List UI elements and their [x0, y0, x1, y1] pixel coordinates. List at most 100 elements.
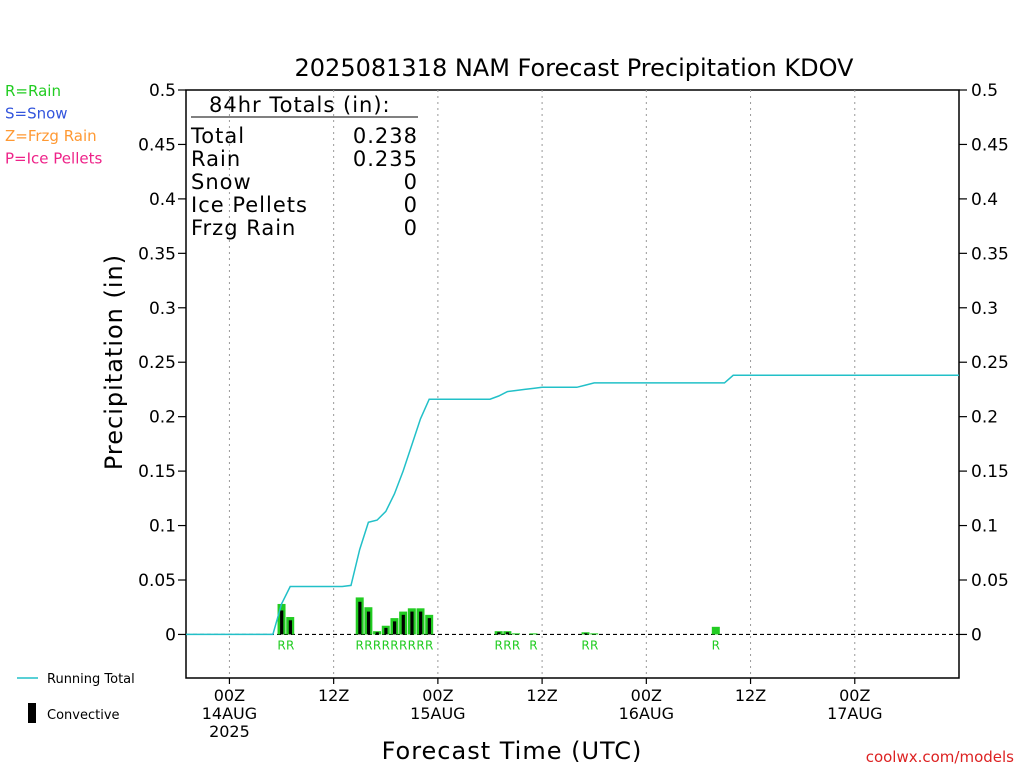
ptype-mark-15: R	[581, 638, 589, 652]
y-tick-label-right-10: 0	[971, 625, 982, 645]
x-tick-label-0-1: 14AUG	[202, 704, 257, 723]
y-tick-label-right-5: 0.25	[971, 353, 1009, 373]
totals-label-4: Frzg Rain	[191, 216, 296, 240]
x-tick-label-4-1: 16AUG	[619, 704, 674, 723]
totals-box: 84hr Totals (in): Total 0.238 Rain 0.235 Snow…	[190, 93, 418, 240]
grid-lines	[228, 90, 856, 678]
totals-value-1: 0.235	[353, 147, 418, 171]
ptype-mark-10: R	[425, 638, 433, 652]
bar-35	[529, 633, 538, 635]
convective-bar-18	[384, 627, 388, 635]
y-tick-label-left-9: 0.05	[138, 571, 176, 591]
y-tick-label-right-3: 0.35	[971, 244, 1009, 264]
ptype-mark-2: R	[356, 638, 364, 652]
y-tick-label-left-6: 0.2	[149, 408, 176, 428]
totals-label-2: Snow	[191, 170, 252, 194]
totals-heading: 84hr Totals (in):	[209, 93, 391, 117]
y-tick-label-right-9: 0.05	[971, 571, 1009, 591]
x-tick-label-0-0: 00Z	[214, 686, 245, 705]
precip-type-legend: R=Rain S=Snow Z=Frzg Rain P=Ice Pellets	[5, 82, 102, 168]
convective-bar-17	[375, 632, 379, 635]
ptype-legend-3: P=Ice Pellets	[5, 150, 102, 168]
ptype-mark-5: R	[382, 638, 390, 652]
legend-running-total-label: Running Total	[47, 672, 135, 687]
x-tick-label-0-2: 2025	[209, 722, 250, 741]
convective-bar-6	[280, 610, 284, 635]
y-tick-label-left-0: 0.5	[149, 81, 176, 101]
bar-56	[711, 626, 720, 635]
y-axis-right: 0.5 0.45 0.4 0.35 0.3 0.25 0.2 0.15 0.1 0.05 0	[959, 81, 1009, 645]
ptype-mark-8: R	[408, 638, 416, 652]
ptype-mark-6: R	[390, 638, 398, 652]
y-tick-label-left-2: 0.4	[149, 190, 176, 210]
convective-bar-21	[410, 611, 414, 635]
totals-label-1: Rain	[191, 147, 241, 171]
convective-bar-31	[497, 632, 501, 635]
chart-title: 2025081318 NAM Forecast Precipitation KD…	[295, 54, 855, 82]
y-tick-label-right-2: 0.4	[971, 190, 998, 210]
convective-bar-41	[584, 633, 588, 635]
ptype-mark-4: R	[373, 638, 381, 652]
convective-bar-23	[427, 618, 431, 635]
ptype-mark-0: R	[277, 638, 285, 652]
series-legend: Running Total Convective	[17, 672, 135, 723]
x-tick-label-6-0: 00Z	[839, 686, 870, 705]
ptype-legend-2: Z=Frzg Rain	[5, 127, 97, 145]
convective-bar-15	[358, 601, 362, 635]
x-tick-label-5-0: 12Z	[735, 686, 766, 705]
y-tick-label-left-10: 0	[165, 625, 176, 645]
running-total-series	[186, 374, 959, 636]
y-tick-label-right-4: 0.3	[971, 299, 998, 319]
y-tick-label-left-1: 0.45	[138, 135, 176, 155]
y-axis-label: Precipitation (in)	[100, 254, 128, 470]
ptype-mark-14: R	[529, 638, 537, 652]
running-total-line	[186, 374, 959, 636]
totals-label-3: Ice Pellets	[191, 193, 308, 217]
ptype-mark-1: R	[286, 638, 294, 652]
convective-bar-20	[401, 614, 405, 635]
convective-bar-32	[505, 632, 510, 635]
y-tick-label-left-3: 0.35	[138, 244, 176, 264]
totals-value-0: 0.238	[353, 124, 418, 148]
ptype-mark-17: R	[712, 638, 720, 652]
y-tick-label-right-6: 0.2	[971, 408, 998, 428]
ptype-mark-7: R	[399, 638, 407, 652]
x-tick-label-6-1: 17AUG	[827, 704, 882, 723]
y-tick-label-left-7: 0.15	[138, 462, 176, 482]
plot-frame	[185, 89, 960, 679]
x-tick-label-2-1: 15AUG	[410, 704, 465, 723]
ptype-mark-16: R	[590, 638, 598, 652]
y-tick-label-right-8: 0.1	[971, 517, 998, 537]
ptype-mark-9: R	[416, 638, 424, 652]
convective-bar-22	[419, 611, 423, 635]
bar-42	[590, 633, 599, 635]
ptype-mark-13: R	[512, 638, 520, 652]
credit-text: coolwx.com/models	[866, 748, 1014, 766]
x-tick-label-4-0: 00Z	[631, 686, 662, 705]
y-tick-label-right-1: 0.45	[971, 135, 1009, 155]
convective-bar-19	[393, 621, 397, 635]
ptype-legend-1: S=Snow	[5, 105, 68, 123]
ptype-mark-3: R	[364, 638, 372, 652]
y-tick-label-left-5: 0.25	[138, 353, 176, 373]
ptype-mark-11: R	[495, 638, 503, 652]
x-axis-label: Forecast Time (UTC)	[382, 737, 643, 765]
y-tick-label-right-7: 0.15	[971, 462, 1009, 482]
totals-value-4: 0	[404, 216, 418, 240]
totals-label-0: Total	[190, 124, 245, 148]
totals-value-2: 0	[404, 170, 418, 194]
x-tick-label-2-0: 00Z	[422, 686, 453, 705]
totals-value-3: 0	[404, 193, 418, 217]
ptype-mark-12: R	[503, 638, 511, 652]
y-tick-label-left-4: 0.3	[149, 299, 176, 319]
y-axis-left: 0.5 0.45 0.4 0.35 0.3 0.25 0.2 0.15 0.1 0.05 0	[138, 81, 186, 645]
y-tick-label-right-0: 0.5	[971, 81, 998, 101]
x-tick-label-3-0: 12Z	[526, 686, 557, 705]
convective-bar-7	[288, 620, 292, 635]
convective-bar-16	[366, 611, 371, 635]
legend-convective-swatch	[28, 703, 36, 723]
ptype-legend-0: R=Rain	[5, 82, 61, 100]
